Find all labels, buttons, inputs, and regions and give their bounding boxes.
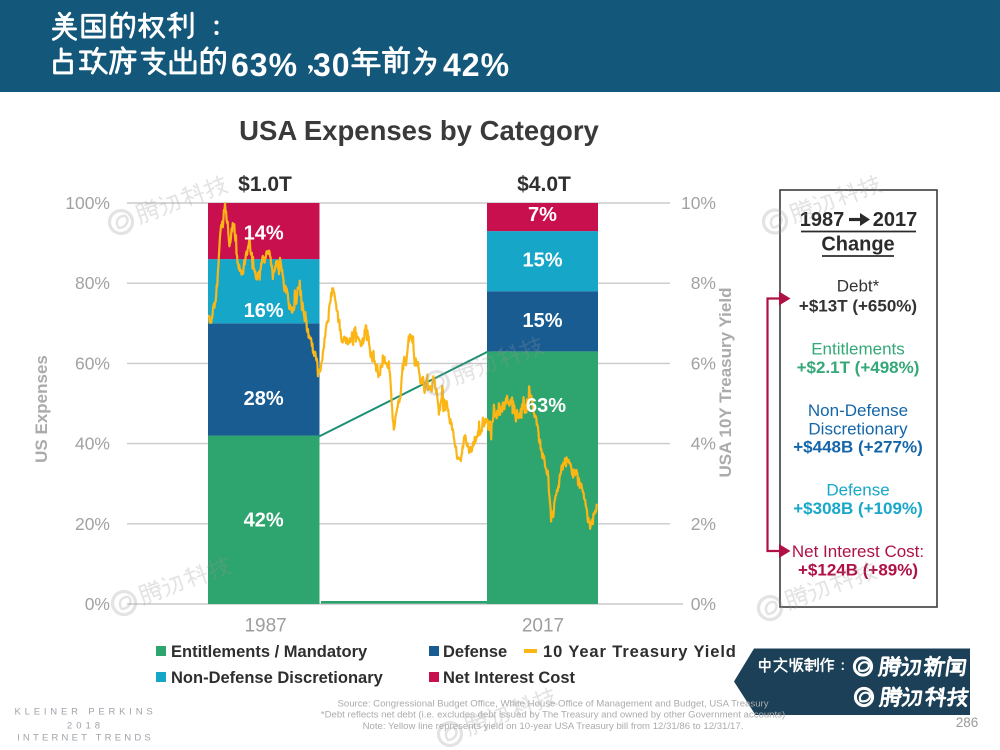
svg-text:7%: 7%	[528, 204, 557, 226]
svg-text:US Expenses: US Expenses	[32, 355, 51, 463]
svg-text:Non-Defense: Non-Defense	[808, 401, 908, 420]
svg-text:8%: 8%	[691, 273, 716, 293]
svg-text:6%: 6%	[691, 353, 716, 373]
svg-text:KLEINER PERKINS: KLEINER PERKINS	[15, 707, 157, 718]
svg-text:63%: 63%	[231, 47, 298, 83]
svg-text:Defense: Defense	[826, 481, 889, 500]
svg-text:*Debt reflects net debt (i.e.: *Debt reflects net debt (i.e. excludes d…	[321, 710, 785, 721]
svg-text:Source: Congressional Budget O: Source: Congressional Budget Office, Whi…	[337, 699, 768, 710]
svg-text:Defense: Defense	[443, 643, 507, 661]
svg-text:Net Interest Cost: Net Interest Cost	[443, 669, 576, 687]
svg-text:30: 30	[313, 47, 351, 83]
svg-text:10%: 10%	[681, 193, 716, 213]
svg-text:4%: 4%	[691, 434, 716, 454]
svg-text:15%: 15%	[522, 310, 562, 332]
svg-text:Change: Change	[821, 234, 894, 256]
svg-text:USA 10Y Treasury Yield: USA 10Y Treasury Yield	[716, 288, 735, 478]
svg-text:INTERNET TRENDS: INTERNET TRENDS	[17, 733, 154, 744]
svg-text:$4.0T: $4.0T	[517, 173, 571, 196]
svg-text:Net Interest Cost:: Net Interest Cost:	[792, 542, 924, 561]
svg-text:80%: 80%	[75, 273, 110, 293]
svg-text:+$13T (+650%): +$13T (+650%)	[799, 297, 917, 316]
svg-text:40%: 40%	[75, 434, 110, 454]
svg-text:2017: 2017	[873, 209, 918, 231]
svg-text:2017: 2017	[522, 616, 564, 637]
svg-text:14%: 14%	[244, 223, 284, 245]
svg-text:Note: Yellow line represents y: Note: Yellow line represents yield on 10…	[363, 721, 744, 732]
svg-text:286: 286	[956, 715, 979, 730]
svg-text:100%: 100%	[65, 193, 110, 213]
svg-text:1987: 1987	[244, 616, 286, 637]
svg-text:$1.0T: $1.0T	[238, 173, 292, 196]
svg-text:42%: 42%	[244, 510, 284, 532]
svg-text:63%: 63%	[526, 395, 566, 417]
svg-text:0%: 0%	[691, 594, 716, 614]
svg-text:15%: 15%	[522, 250, 562, 272]
svg-text:+$2.1T (+498%): +$2.1T (+498%)	[797, 358, 920, 377]
svg-text:USA Expenses by Category: USA Expenses by Category	[239, 115, 599, 146]
svg-text:Non-Defense Discretionary: Non-Defense Discretionary	[171, 669, 384, 687]
svg-text:0%: 0%	[85, 594, 110, 614]
svg-text:16%: 16%	[244, 300, 284, 322]
svg-text:+$448B (+277%): +$448B (+277%)	[793, 438, 922, 457]
svg-text:Entitlements: Entitlements	[811, 340, 905, 359]
svg-text:42%: 42%	[443, 47, 510, 83]
svg-text:Entitlements / Mandatory: Entitlements / Mandatory	[171, 643, 368, 661]
svg-text:2%: 2%	[691, 514, 716, 534]
svg-text:20%: 20%	[75, 514, 110, 534]
svg-text:Discretionary: Discretionary	[808, 419, 908, 438]
svg-text:1987: 1987	[800, 209, 845, 231]
svg-text:+$308B (+109%): +$308B (+109%)	[793, 499, 922, 518]
svg-text:10 Year Treasury Yield: 10 Year Treasury Yield	[543, 643, 737, 661]
svg-text:2018: 2018	[67, 721, 104, 732]
svg-text:Debt*: Debt*	[837, 277, 880, 296]
svg-text:28%: 28%	[244, 388, 284, 410]
svg-text:60%: 60%	[75, 353, 110, 373]
